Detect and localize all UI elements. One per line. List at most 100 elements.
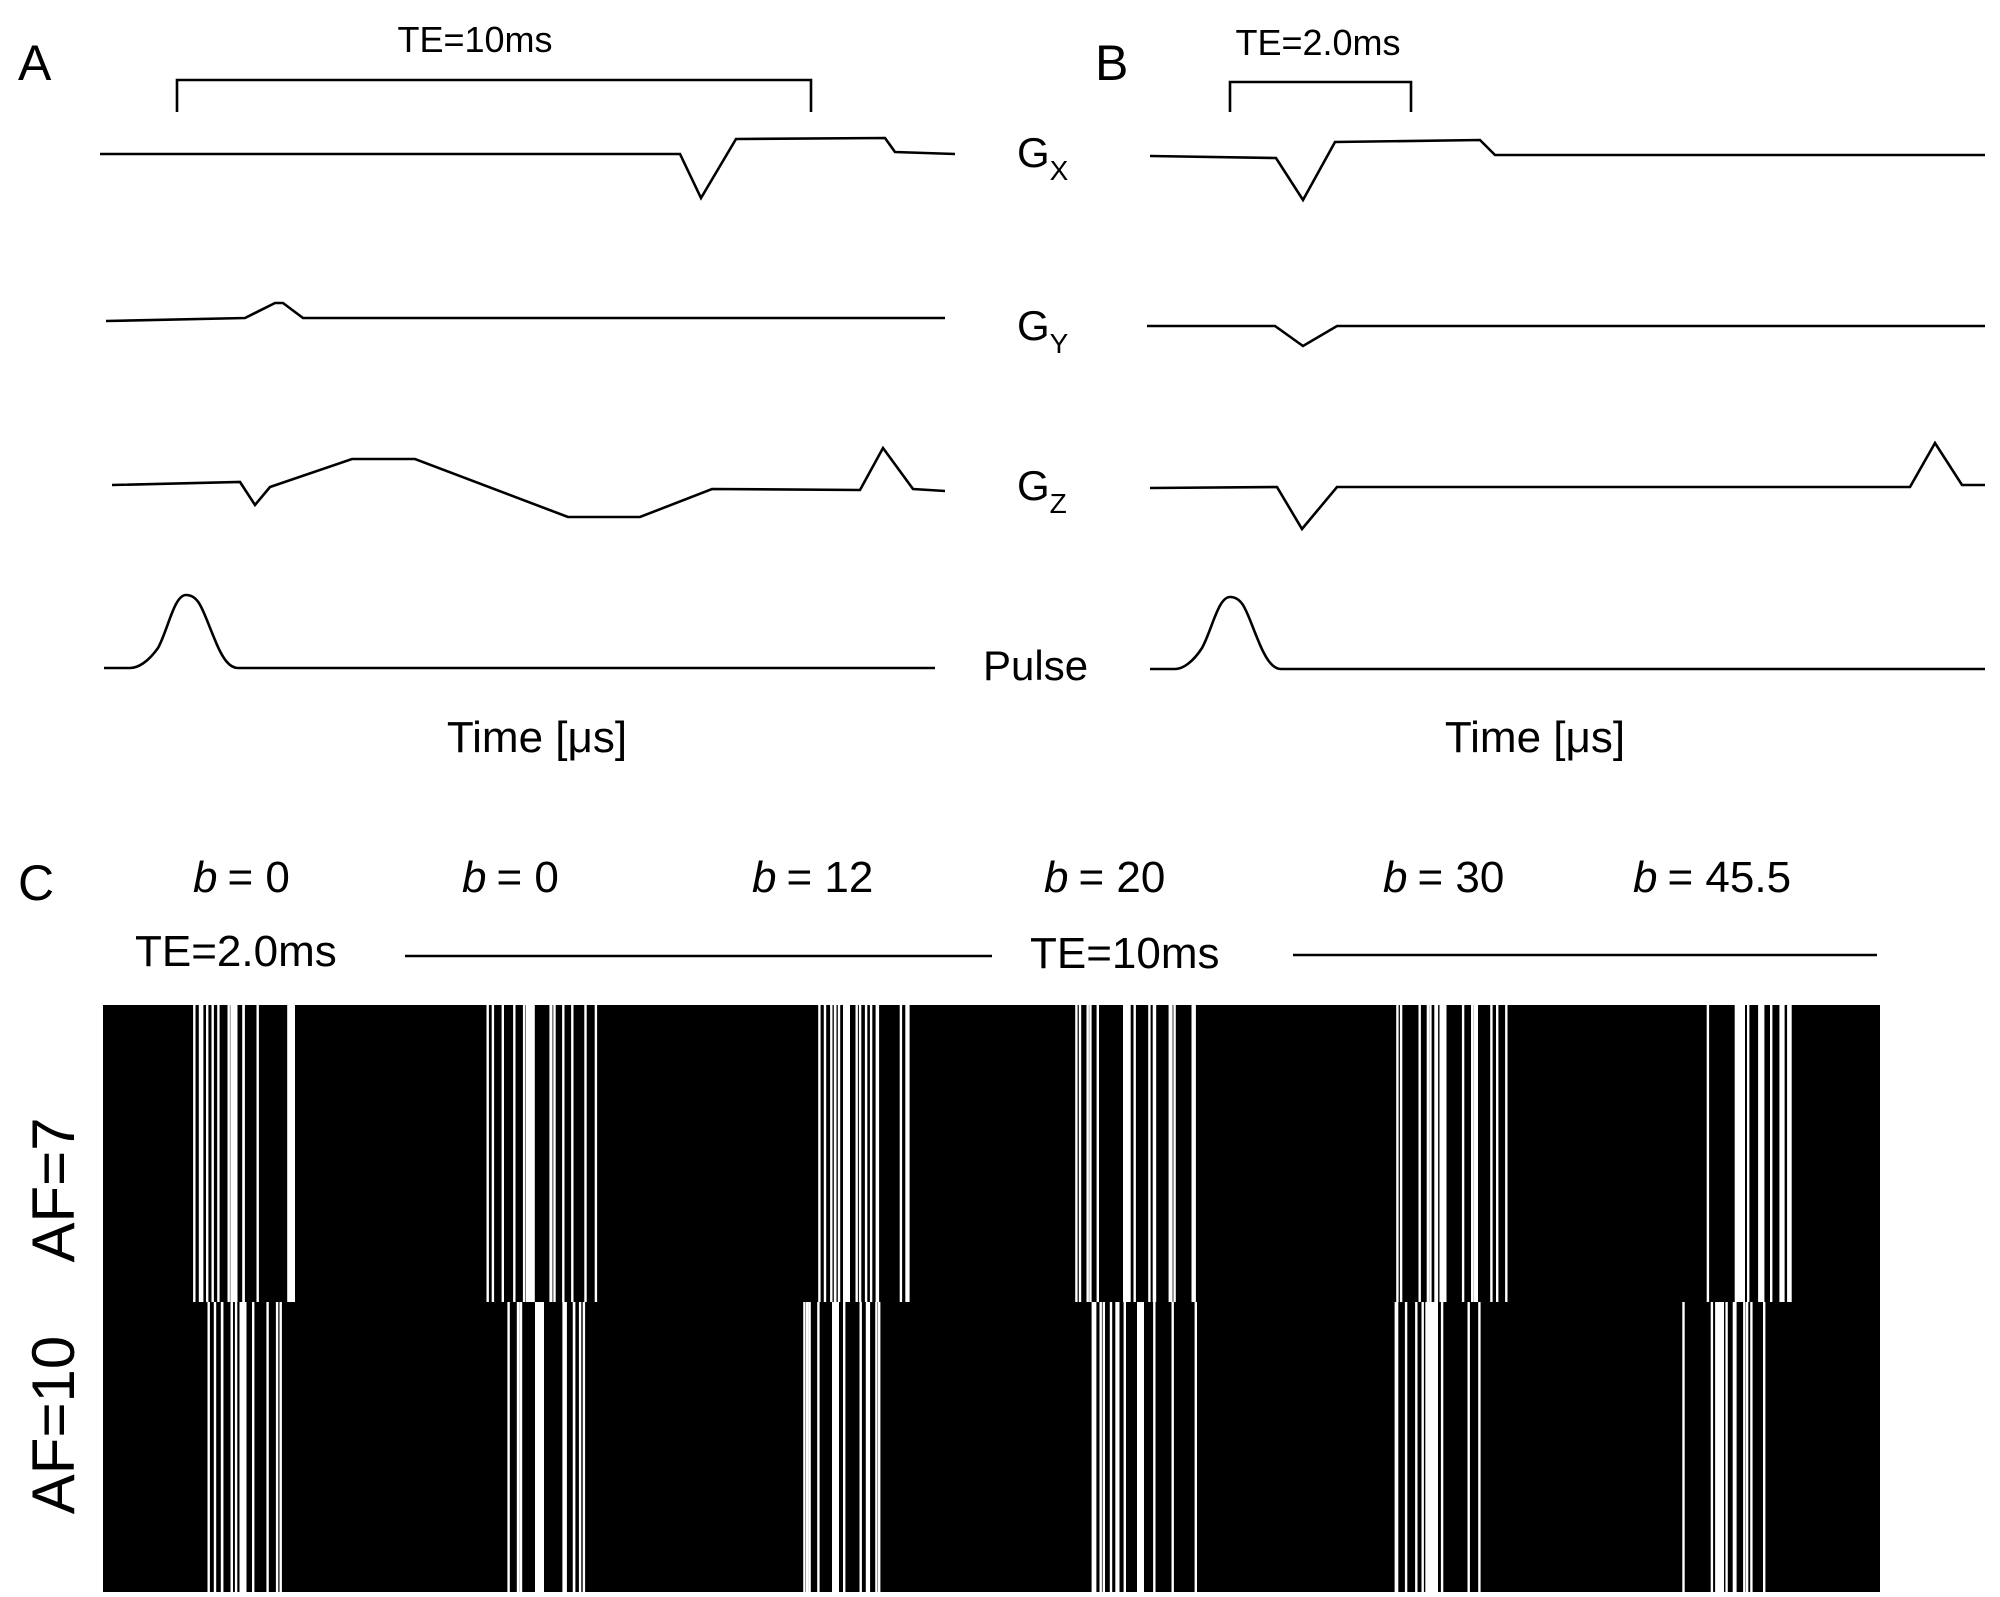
mask-sample-line: [832, 1302, 839, 1592]
af-10-row-label: AF=10: [20, 1336, 87, 1514]
mask-sample-line: [1102, 1302, 1105, 1592]
mask-sample-line: [1191, 1005, 1194, 1302]
mask-sample-line: [289, 1005, 292, 1302]
b-value-label-3: b = 12: [752, 853, 873, 902]
mask-sample-line: [875, 1005, 878, 1302]
mask-sample-line: [516, 1302, 520, 1592]
mask-sample-line: [1173, 1005, 1176, 1302]
panel-c-te-long-label: TE=10ms: [1030, 929, 1220, 978]
mask-sample-line: [1399, 1005, 1403, 1302]
mask-sample-line: [864, 1005, 868, 1302]
mask-sample-line: [562, 1005, 565, 1302]
b-value-label-2: b = 0: [462, 853, 559, 902]
mask-sample-line: [1734, 1302, 1737, 1592]
mask-sample-line: [869, 1005, 873, 1302]
panel-a-time-axis-label: Time [μs]: [447, 713, 627, 762]
mask-sample-line: [1434, 1005, 1437, 1302]
mask-sample-line: [594, 1005, 598, 1302]
mask-sample-line: [1717, 1302, 1724, 1592]
mask-sample-line: [1395, 1302, 1399, 1592]
mask-sample-line: [1426, 1005, 1430, 1302]
mask-sample-line: [905, 1005, 908, 1302]
mask-sample-line: [823, 1005, 827, 1302]
mask-sample-line: [1763, 1302, 1766, 1592]
b-value-label-6: b = 45.5: [1633, 853, 1791, 902]
mask-sample-line: [1418, 1005, 1421, 1302]
mask-sample-line: [213, 1302, 217, 1592]
mask-sample-line: [526, 1005, 534, 1302]
panel-a: A TE=10ms Time [μs]: [18, 19, 956, 762]
mask-sample-line: [865, 1302, 869, 1592]
mask-sample-line: [1117, 1302, 1120, 1592]
mask-sample-line: [843, 1302, 846, 1592]
mask-sample-line: [1725, 1302, 1728, 1592]
mask-sample-line: [234, 1302, 238, 1592]
gx-label: GX: [1017, 129, 1069, 186]
panel-c: C b = 0 b = 0 b = 12 b = 20 b = 30 b = 45.5 TE…: [18, 853, 1880, 1592]
mask-sample-line: [1428, 1302, 1436, 1592]
mask-sample-line: [211, 1005, 214, 1302]
mask-sample-line: [1394, 1302, 1397, 1592]
mask-sample-line: [513, 1005, 516, 1302]
mask-sample-line: [532, 1005, 535, 1302]
panel-b-gy-waveform: [1147, 324, 1985, 348]
mask-sample-line: [837, 1005, 841, 1302]
mask-sample-line: [1435, 1005, 1439, 1302]
panel-a-gz-waveform: [111, 445, 946, 519]
mask-sample-line: [519, 1302, 523, 1592]
mask-sample-line: [578, 1302, 582, 1592]
mask-sample-line: [1490, 1005, 1493, 1302]
mask-sample-line: [1770, 1005, 1773, 1302]
mask-sample-line: [1467, 1302, 1470, 1592]
mask-sample-line: [1137, 1302, 1144, 1592]
mask-sample-line: [806, 1302, 809, 1592]
mask-sample-line: [1426, 1302, 1430, 1592]
mask-sample-line: [1735, 1005, 1743, 1302]
mask-sample-line: [899, 1005, 903, 1302]
mask-sample-line: [878, 1302, 881, 1592]
mask-sample-line: [1415, 1302, 1418, 1592]
sampling-mask-background: [103, 1005, 1880, 1592]
mask-sample-line: [193, 1005, 196, 1302]
mask-sample-line: [1762, 1005, 1765, 1302]
panel-b-te-bracket: [1228, 80, 1413, 112]
mask-sample-line: [217, 1005, 220, 1302]
mask-sample-line: [1109, 1302, 1113, 1592]
mask-sample-line: [1171, 1302, 1174, 1592]
mask-sample-line: [1478, 1302, 1481, 1592]
mask-sample-line: [535, 1302, 538, 1592]
mask-sample-line: [1782, 1005, 1785, 1302]
mask-sample-line: [1094, 1302, 1097, 1592]
b-value-label-1: b = 0: [193, 853, 290, 902]
channel-labels: GX GY GZ Pulse: [983, 129, 1088, 689]
mask-sample-line: [1152, 1005, 1156, 1302]
panel-b-te-label: TE=2.0ms: [1235, 22, 1400, 63]
mask-sample-line: [1396, 1005, 1399, 1302]
mask-sample-line: [830, 1005, 833, 1302]
mask-sample-line: [1440, 1302, 1444, 1592]
mask-sample-line: [207, 1302, 210, 1592]
mask-sample-line: [1099, 1302, 1102, 1592]
panel-b-time-axis-label: Time [μs]: [1445, 713, 1625, 762]
mask-sample-line: [562, 1302, 565, 1592]
mask-sample-line: [206, 1005, 209, 1302]
mask-sample-line: [501, 1005, 504, 1302]
mask-sample-line: [834, 1005, 837, 1302]
mask-sample-line: [1078, 1005, 1082, 1302]
mask-sample-line: [1421, 1302, 1424, 1592]
mask-sample-line: [1194, 1302, 1197, 1592]
pulse-label: Pulse: [983, 642, 1088, 689]
mask-sample-line: [875, 1302, 878, 1592]
mask-sample-line: [227, 1005, 230, 1302]
gz-label: GZ: [1017, 462, 1067, 519]
mask-sample-line: [1505, 1005, 1508, 1302]
mask-sample-line: [256, 1005, 259, 1302]
mask-sample-line: [582, 1302, 586, 1592]
mask-sample-line: [1123, 1005, 1130, 1302]
mask-sample-line: [1475, 1005, 1478, 1302]
mask-sample-line: [1742, 1005, 1745, 1302]
mask-sample-line: [1682, 1302, 1685, 1592]
mask-sample-line: [1715, 1302, 1718, 1592]
mask-sample-line: [1096, 1005, 1099, 1302]
